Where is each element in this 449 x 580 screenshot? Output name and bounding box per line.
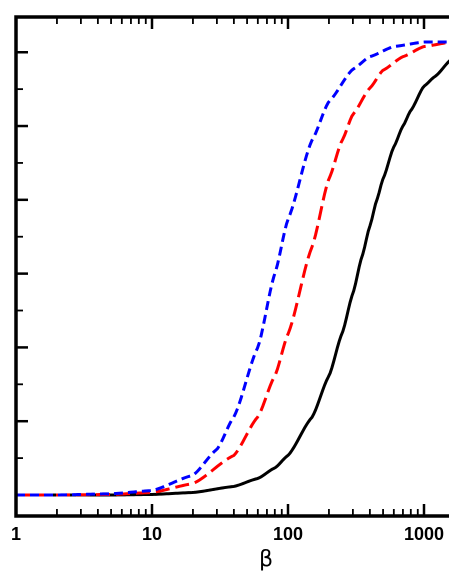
x-axis-label: β bbox=[259, 547, 273, 572]
x-tick-label: 100 bbox=[273, 524, 303, 544]
series-group bbox=[16, 40, 449, 497]
series-line-2 bbox=[16, 40, 449, 497]
tick-labels: 1 10 100 1000 bbox=[11, 524, 444, 544]
axis-ticks bbox=[16, 17, 426, 516]
plot-frame bbox=[14, 15, 449, 518]
x-tick-label: 10 bbox=[142, 524, 162, 544]
series-line-1 bbox=[16, 59, 449, 497]
x-tick-label: 1000 bbox=[404, 524, 444, 544]
x-tick-label: 1 bbox=[11, 524, 21, 544]
series-line-3 bbox=[16, 40, 449, 497]
